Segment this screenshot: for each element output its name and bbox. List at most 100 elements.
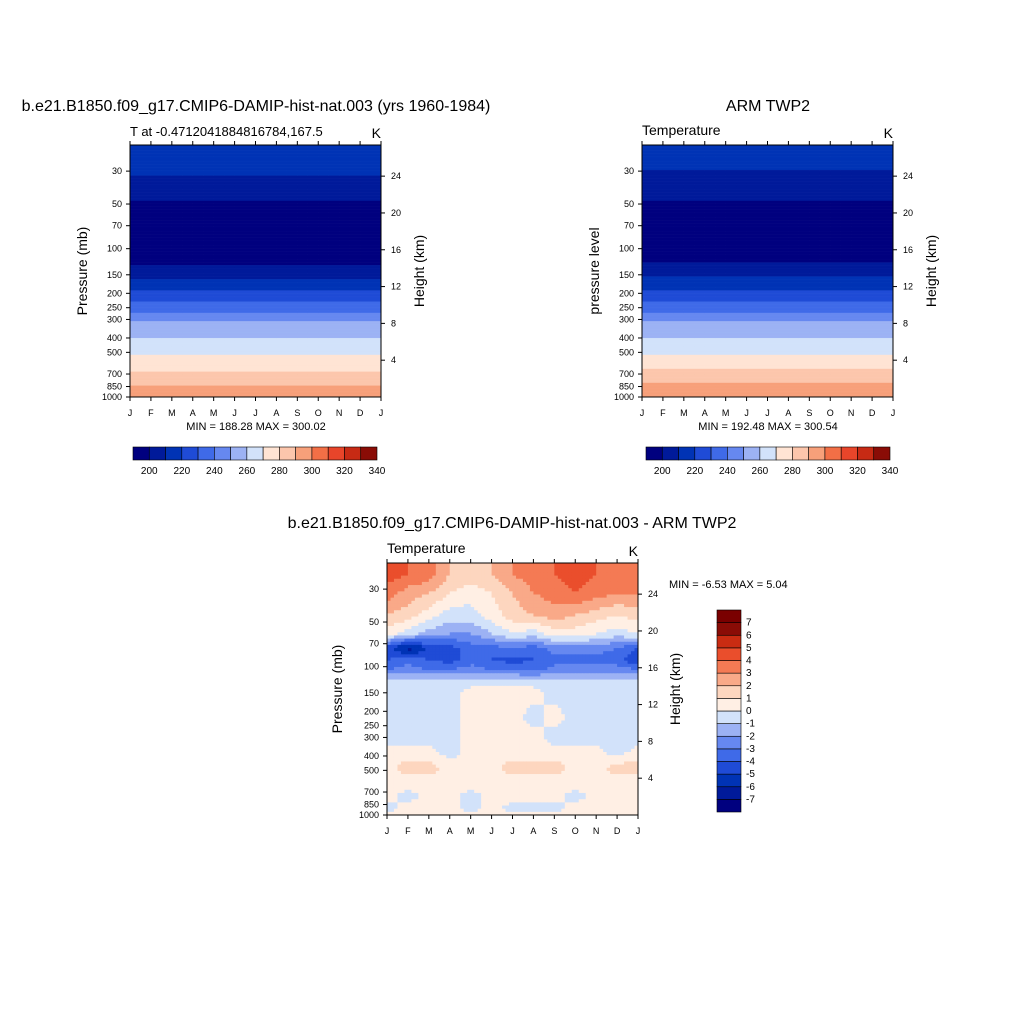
contour-band	[130, 282, 381, 286]
contour-cell	[529, 707, 534, 712]
contour-cell	[631, 619, 635, 624]
contour-cell	[592, 745, 597, 750]
contour-cell	[460, 619, 465, 624]
contour-cell	[425, 676, 430, 680]
contour-cell	[627, 610, 632, 614]
contour-band	[130, 318, 381, 322]
contour-cell	[425, 695, 430, 699]
contour-cell	[453, 597, 458, 602]
contour-cell	[624, 733, 628, 737]
contour-cell	[449, 622, 454, 627]
contour-cell	[502, 720, 506, 725]
contour-cell	[453, 758, 458, 762]
contour-cell	[491, 572, 496, 576]
contour-cell	[502, 695, 506, 699]
contour-cell	[547, 739, 552, 743]
contour-cell	[606, 594, 611, 599]
contour-cell	[397, 733, 402, 737]
contour-cell	[610, 717, 614, 721]
contour-cell	[564, 563, 569, 567]
contour-cell	[547, 603, 552, 608]
contour-cell	[421, 736, 426, 740]
contour-cell	[543, 635, 548, 639]
contour-cell	[393, 657, 398, 662]
contour-cell	[550, 676, 555, 680]
contour-cell	[432, 704, 437, 709]
contour-cell	[484, 755, 489, 759]
contour-cell	[617, 666, 621, 671]
contour-cell	[477, 745, 482, 750]
contour-cell	[596, 632, 601, 636]
contour-cell	[387, 698, 391, 702]
contour-cell	[620, 569, 625, 573]
contour-cell	[421, 676, 426, 680]
contour-cell	[575, 581, 580, 586]
contour-cell	[589, 758, 594, 762]
contour-cell	[610, 597, 614, 602]
contour-cell	[613, 626, 618, 630]
contour-cell	[474, 600, 479, 605]
contour-cell	[400, 610, 405, 614]
contour-cell	[505, 758, 510, 762]
contour-cell	[495, 714, 499, 718]
contour-cell	[481, 588, 486, 592]
contour-cell	[393, 733, 398, 737]
contour-cell	[495, 585, 499, 589]
contour-cell	[634, 635, 638, 639]
contour-cell	[502, 581, 506, 586]
contour-cell	[439, 729, 444, 734]
contour-cell	[627, 682, 632, 687]
contour-cell	[606, 726, 611, 731]
contour-cell	[603, 607, 608, 611]
contour-cell	[519, 695, 524, 699]
contour-cell	[428, 739, 433, 743]
contour-cell	[442, 657, 447, 662]
contour-cell	[519, 704, 524, 709]
colorbar-label: 300	[304, 466, 321, 477]
contour-cell	[474, 585, 479, 589]
contour-cell	[390, 726, 395, 731]
contour-cell	[603, 739, 608, 743]
contour-cell	[526, 632, 531, 636]
contour-cell	[397, 660, 402, 665]
contour-cell	[481, 591, 486, 595]
contour-cell	[543, 578, 548, 583]
contour-cell	[540, 632, 545, 636]
contour-cell	[418, 739, 423, 743]
contour-cell	[397, 689, 402, 693]
contour-cell	[414, 651, 419, 655]
contour-cell	[411, 679, 416, 684]
contour-cell	[509, 761, 513, 765]
contour-cell	[467, 742, 472, 747]
contour-cell	[603, 613, 608, 617]
contour-cell	[425, 610, 430, 614]
contour-cell	[407, 736, 412, 740]
contour-cell	[529, 654, 534, 658]
contour-cell	[624, 622, 628, 627]
contour-cell	[575, 597, 580, 602]
contour-cell	[390, 626, 395, 630]
contour-cell	[397, 711, 402, 715]
contour-cell	[550, 654, 555, 658]
contour-cell	[442, 714, 447, 718]
contour-cell	[414, 641, 419, 646]
contour-cell	[470, 729, 475, 734]
contour-cell	[540, 689, 545, 693]
contour-cell	[515, 632, 520, 636]
contour-cell	[578, 663, 583, 668]
contour-cell	[456, 729, 461, 734]
contour-cell	[428, 654, 433, 658]
contour-cell	[491, 689, 496, 693]
contour-cell	[613, 666, 618, 671]
contour-cell	[477, 600, 482, 605]
contour-cell	[529, 581, 534, 586]
contour-cell	[505, 729, 510, 734]
contour-cell	[613, 607, 618, 611]
contour-cell	[435, 663, 440, 668]
contour-cell	[400, 594, 405, 599]
contour-cell	[393, 711, 398, 715]
contour-cell	[627, 626, 632, 630]
contour-cell	[536, 597, 541, 602]
contour-cell	[456, 752, 461, 756]
contour-cell	[421, 739, 426, 743]
